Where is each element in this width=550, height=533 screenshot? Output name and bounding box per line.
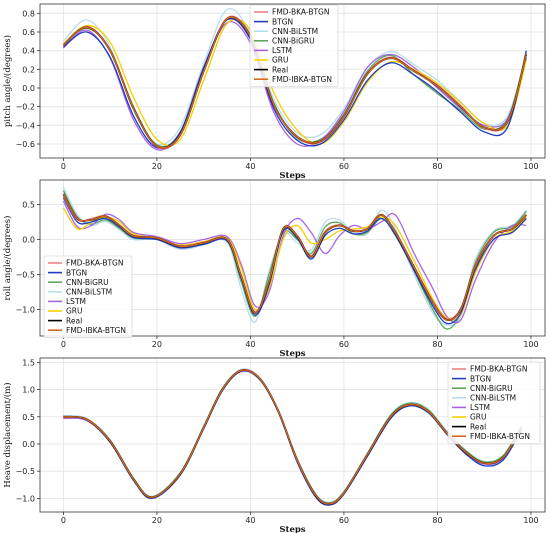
legend-label: CNN-BiGRU xyxy=(272,37,315,46)
y-tick-label: 0.2 xyxy=(22,65,35,74)
x-tick-label: 80 xyxy=(432,516,442,525)
y-axis-label: Heave displacement/(m) xyxy=(2,382,13,487)
legend-label: CNN-BiLSTM xyxy=(66,288,112,297)
legend-label: FMD-BKA-BTGN xyxy=(66,259,123,268)
y-tick-label: 0.8 xyxy=(22,9,35,18)
y-tick-label: 0.5 xyxy=(22,413,35,422)
series-group xyxy=(62,7,528,151)
chart-panel-3: 0 20 40 60 80 100 −1.0 −0.5 0.0 0.5 1.0 1.5 Steps Hea… xyxy=(2,357,546,533)
legend: FMD-BKA-BTGNBTGNCNN-BiLSTMCNN-BiGRULSTMG… xyxy=(249,4,339,88)
series-line-fmd-bka-btgn xyxy=(62,195,527,320)
y-tick-label: −0.5 xyxy=(16,467,35,476)
chart-panel-1: 0 20 40 60 80 100 −0.6 −0.4 −0.2 0.0 0.2 0.4 0.6 0.8 S… xyxy=(2,3,546,181)
legend-label: FMD-BKA-BTGN xyxy=(272,8,329,17)
y-tick-label: 1.5 xyxy=(22,358,35,367)
series-line-fmd-ibka-btgn xyxy=(62,193,527,321)
legend-label: GRU xyxy=(272,56,289,65)
legend-label: CNN-BiGRU xyxy=(66,278,109,287)
series-line-gru xyxy=(62,18,527,147)
legend-label: FMD-IBKA-BTGN xyxy=(66,326,126,335)
legend-label: FMD-IBKA-BTGN xyxy=(470,432,530,441)
legend-label: FMD-IBKA-BTGN xyxy=(272,75,332,84)
legend-box xyxy=(43,255,133,339)
series-line-lstm xyxy=(62,21,527,151)
legend: FMD-BKA-BTGNBTGNCNN-BiGRUCNN-BiLSTMLSTMG… xyxy=(447,361,541,445)
y-axis-label: roll angle/(degrees) xyxy=(2,216,13,301)
series-line-cnn-bigru xyxy=(62,190,527,330)
chart-panel-2: 0 20 40 60 80 100 −1.0 −0.5 0.0 0.5 Steps roll angl… xyxy=(2,179,546,359)
x-tick-label: 60 xyxy=(339,162,349,171)
y-tick-label: 0.6 xyxy=(22,28,35,37)
legend-label: BTGN xyxy=(66,268,87,277)
series-line-gru xyxy=(62,207,527,321)
x-tick-label: 40 xyxy=(245,162,255,171)
y-tick-label: 0.0 xyxy=(22,235,35,244)
y-tick-label: −1.0 xyxy=(16,494,35,503)
y-tick-label: −0.6 xyxy=(16,140,35,149)
plot-frame xyxy=(39,179,546,337)
legend-label: LSTM xyxy=(470,403,490,412)
x-tick-label: 0 xyxy=(61,516,66,525)
legend-label: Real xyxy=(272,65,288,74)
y-tick-label: −1.0 xyxy=(16,305,35,314)
series-line-btgn xyxy=(62,18,527,150)
legend-box xyxy=(447,361,541,445)
series-line-real xyxy=(62,193,527,322)
x-tick-label: 80 xyxy=(432,340,442,349)
x-tick-label: 100 xyxy=(523,516,538,525)
x-tick-label: 80 xyxy=(432,162,442,171)
x-tick-label: 0 xyxy=(61,340,66,349)
y-tick-label: 0.5 xyxy=(22,200,35,209)
legend-label: LSTM xyxy=(66,297,86,306)
y-axis-label: pitch angle/(degrees) xyxy=(2,35,13,127)
legend-label: BTGN xyxy=(272,17,293,26)
series-line-fmd-ibka-btgn xyxy=(62,16,527,149)
legend: FMD-BKA-BTGNBTGNCNN-BiGRUCNN-BiLSTMLSTMG… xyxy=(43,255,133,339)
legend-label: Real xyxy=(470,422,486,431)
series-line-btgn xyxy=(62,197,527,325)
y-tick-label: 0.0 xyxy=(22,84,35,93)
legend-box xyxy=(249,4,339,88)
series-line-cnn-bilstm xyxy=(62,186,527,326)
legend-label: FMD-BKA-BTGN xyxy=(470,365,527,374)
x-tick-label: 100 xyxy=(523,340,538,349)
series-line-lstm xyxy=(62,200,527,324)
legend-label: CNN-BiLSTM xyxy=(470,394,516,403)
x-axis-label: Steps xyxy=(279,525,305,533)
legend-label: LSTM xyxy=(272,46,292,55)
x-tick-label: 20 xyxy=(152,162,162,171)
x-tick-label: 40 xyxy=(245,340,255,349)
x-axis-label: Steps xyxy=(279,349,305,359)
x-tick-label: 20 xyxy=(152,516,162,525)
legend-label: CNN-BiLSTM xyxy=(272,27,318,36)
series-group xyxy=(62,186,527,330)
y-tick-label: 0.4 xyxy=(22,47,35,56)
y-tick-label: −0.2 xyxy=(16,103,35,112)
legend-label: BTGN xyxy=(470,374,491,383)
x-tick-label: 60 xyxy=(339,516,349,525)
plot-frame xyxy=(39,357,546,513)
legend-label: Real xyxy=(66,316,82,325)
legend-label: GRU xyxy=(66,307,83,316)
y-tick-label: −0.4 xyxy=(16,121,35,130)
x-axis-label: Steps xyxy=(279,171,305,181)
y-tick-label: 0.0 xyxy=(22,440,35,449)
x-tick-label: 100 xyxy=(523,162,538,171)
x-tick-label: 60 xyxy=(339,340,349,349)
plot-frame xyxy=(39,3,546,159)
legend-label: GRU xyxy=(470,413,487,422)
x-tick-label: 40 xyxy=(245,516,255,525)
legend-label: CNN-BiGRU xyxy=(470,384,513,393)
x-tick-label: 0 xyxy=(61,162,66,171)
y-tick-label: 1.0 xyxy=(22,386,35,395)
y-tick-label: −0.5 xyxy=(16,270,35,279)
x-tick-label: 20 xyxy=(152,340,162,349)
